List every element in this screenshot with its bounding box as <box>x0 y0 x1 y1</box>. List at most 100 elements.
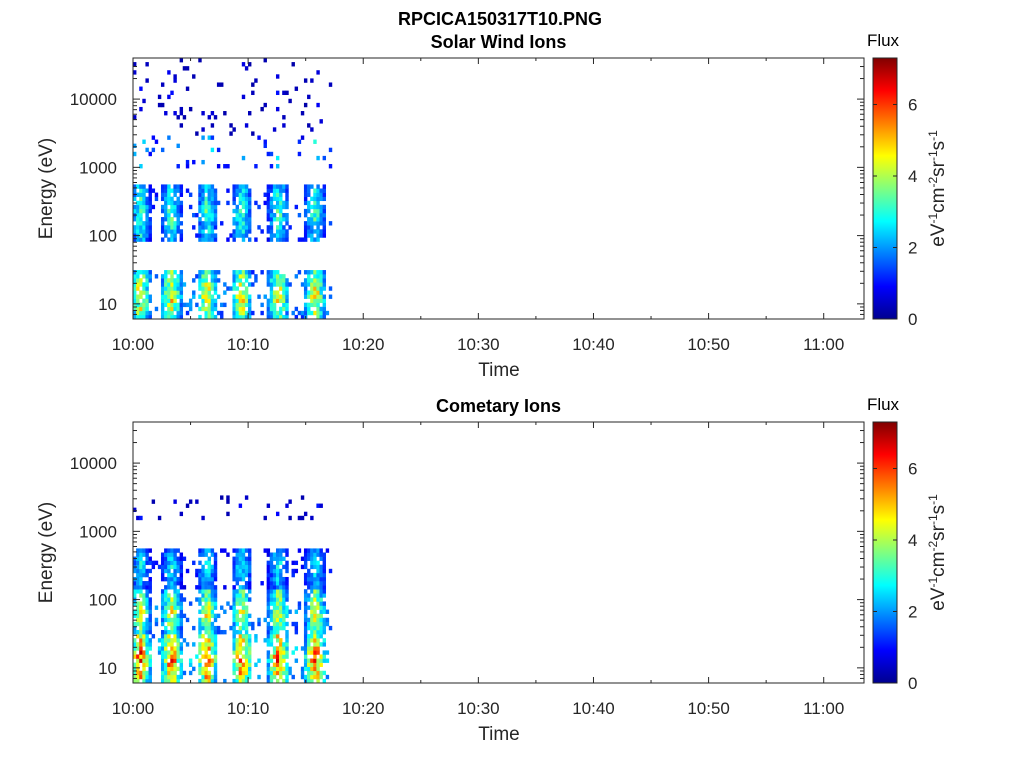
heatmap-cell <box>248 310 252 316</box>
heatmap-cell <box>207 597 212 602</box>
heatmap-cell <box>139 634 143 639</box>
heatmap-cell <box>319 581 323 586</box>
heatmap-cell <box>148 548 152 553</box>
heatmap-cell <box>303 597 308 602</box>
heatmap-cell <box>322 581 327 586</box>
heatmap-cell <box>173 294 177 299</box>
heatmap-cell <box>248 200 252 206</box>
heatmap-cell <box>322 306 327 312</box>
heatmap-cell <box>142 314 146 320</box>
heatmap-cell <box>142 233 146 238</box>
heatmap-cell <box>198 184 202 189</box>
heatmap-cell <box>204 601 208 606</box>
heatmap-cell <box>248 192 252 197</box>
heatmap-cell <box>198 581 202 586</box>
heatmap-cell <box>179 613 184 619</box>
heatmap-cell <box>241 217 246 222</box>
heatmap-cell <box>145 625 149 631</box>
heatmap-cell <box>279 662 283 667</box>
heatmap-cell <box>188 658 193 663</box>
heatmap-cell <box>313 290 317 295</box>
heatmap-cell <box>275 609 280 614</box>
heatmap-cell <box>173 589 177 594</box>
heatmap-cell <box>145 634 149 639</box>
heatmap-cell <box>204 200 208 206</box>
heatmap-cell <box>204 310 208 316</box>
heatmap-cell <box>244 593 249 598</box>
heatmap-cell <box>198 225 202 230</box>
heatmap-cell <box>319 593 323 598</box>
heatmap-cell <box>313 200 317 206</box>
heatmap-cell <box>133 654 137 659</box>
heatmap-cell <box>139 217 143 222</box>
heatmap-cell <box>167 306 171 312</box>
heatmap-cell <box>275 662 280 667</box>
heatmap-cell <box>316 581 320 586</box>
heatmap-cell <box>272 298 277 303</box>
heatmap-cell <box>160 572 165 578</box>
heatmap-cell <box>313 560 317 566</box>
heatmap-cell <box>201 572 205 578</box>
heatmap-cell <box>176 597 180 602</box>
heatmap-cell <box>164 200 168 206</box>
heatmap-cell <box>269 593 274 598</box>
heatmap-cell <box>303 270 308 275</box>
heatmap-cell <box>139 646 143 651</box>
heatmap-cell <box>248 270 252 275</box>
heatmap-cell <box>198 621 202 627</box>
heatmap-cell <box>182 282 187 287</box>
heatmap-cell <box>198 625 202 631</box>
x-tick-label: 11:00 <box>803 335 844 354</box>
heatmap-cell <box>307 576 311 582</box>
heatmap-cell <box>275 646 280 651</box>
heatmap-cell <box>148 294 152 299</box>
heatmap-cell <box>204 670 208 676</box>
heatmap-cell <box>173 208 177 214</box>
heatmap-cell <box>244 270 249 275</box>
heatmap-cell <box>275 188 280 193</box>
heatmap-cell <box>148 601 152 606</box>
heatmap-cell <box>303 662 308 667</box>
heatmap-cell <box>170 617 174 623</box>
heatmap-cell <box>142 629 146 635</box>
heatmap-cell <box>241 634 246 639</box>
heatmap-cell <box>160 221 165 226</box>
heatmap-cell <box>210 314 215 320</box>
heatmap-cell <box>170 625 174 631</box>
heatmap-cell <box>220 221 224 226</box>
heatmap-cell <box>319 670 323 676</box>
heatmap-cell <box>241 678 246 684</box>
heatmap-cell <box>307 270 311 275</box>
heatmap-cell <box>310 302 314 308</box>
heatmap-cell <box>223 609 227 614</box>
heatmap-cell <box>303 638 308 643</box>
heatmap-cell <box>188 192 193 197</box>
heatmap-cell <box>210 638 215 643</box>
heatmap-cell <box>300 515 305 521</box>
heatmap-cell <box>198 601 202 606</box>
heatmap-cell <box>139 188 143 193</box>
heatmap-cell <box>244 556 249 561</box>
heatmap-cell <box>213 221 218 226</box>
heatmap-cell <box>198 200 202 206</box>
heatmap-cell <box>176 217 180 222</box>
heatmap-cell <box>303 184 308 189</box>
heatmap-cell <box>235 221 239 226</box>
heatmap-cell <box>188 106 193 112</box>
heatmap-cell <box>213 556 218 561</box>
heatmap-cell <box>266 302 271 308</box>
heatmap-cell <box>170 576 174 582</box>
heatmap-cell <box>204 282 208 287</box>
heatmap-cell <box>303 302 308 308</box>
heatmap-cell <box>176 621 180 627</box>
heatmap-cell <box>167 225 171 230</box>
heatmap-cell <box>160 621 165 627</box>
heatmap-cell <box>213 115 218 120</box>
heatmap-cell <box>275 625 280 631</box>
heatmap-cell <box>232 678 236 684</box>
heatmap-cell <box>179 188 184 193</box>
heatmap-cell <box>285 593 289 598</box>
heatmap-cell <box>173 576 177 582</box>
heatmap-cell <box>241 609 246 614</box>
heatmap-cell <box>170 597 174 602</box>
